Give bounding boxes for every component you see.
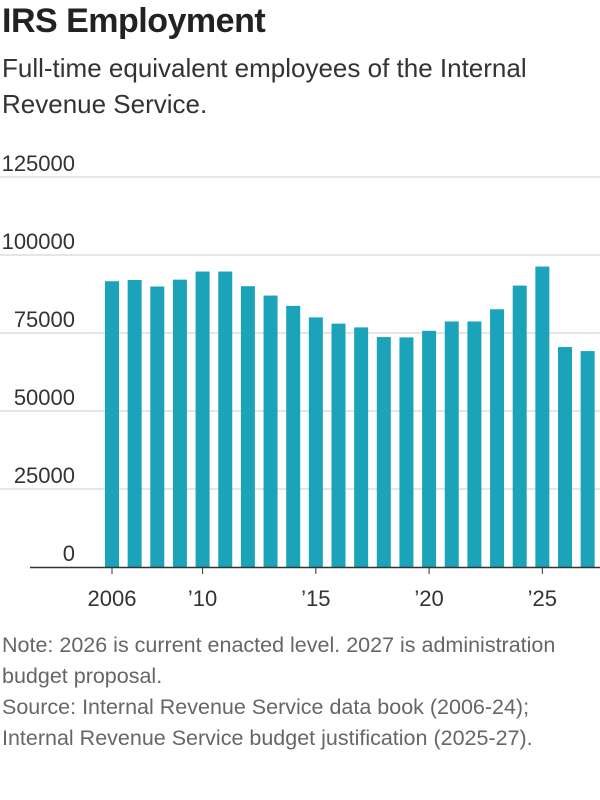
bar-2023: [490, 309, 505, 567]
bar-2008: [150, 286, 165, 567]
bar-2011: [218, 271, 233, 567]
bar-2024: [512, 285, 527, 567]
chart-title: IRS Employment: [2, 2, 266, 40]
y-tick-label: 125000: [2, 151, 75, 176]
bar-2016: [331, 323, 346, 567]
bar-2014: [286, 305, 301, 567]
bar-2007: [127, 279, 142, 567]
bar-2006: [105, 281, 119, 567]
bar-2015: [308, 317, 323, 567]
chart-note: Note: 2026 is current enacted level. 202…: [2, 633, 556, 688]
x-tick-label: ’15: [301, 586, 330, 611]
bar-2021: [444, 321, 459, 567]
bar-2012: [240, 286, 255, 567]
bar-2022: [467, 321, 482, 567]
x-tick-label: ’25: [528, 586, 557, 611]
y-tick-label: 25000: [14, 463, 75, 488]
bar-2025: [535, 266, 550, 567]
bar-2009: [172, 279, 187, 567]
notes-block: Note: 2026 is current enacted level. 202…: [2, 630, 598, 754]
bar-chart: 0 25000 50000 75000 100000 125000 2006 ’10 ’15 ’2…: [0, 151, 600, 611]
bar-2018: [376, 337, 391, 567]
bar-2017: [354, 327, 369, 567]
bar-2010: [195, 271, 210, 567]
bar-2020: [422, 330, 437, 567]
bar-2026: [558, 347, 572, 567]
chart-subtitle: Full-time equivalent employees of the In…: [2, 53, 527, 119]
y-tick-label: 75000: [14, 307, 75, 332]
chart-source: Source: Internal Revenue Service data bo…: [2, 695, 533, 750]
y-tick-label: 0: [63, 541, 75, 566]
bar-2027: [580, 351, 595, 567]
bar-2019: [399, 337, 414, 567]
y-tick-label: 100000: [2, 229, 75, 254]
x-tick-label: ’10: [188, 586, 217, 611]
bar-2013: [263, 295, 278, 567]
y-tick-label: 50000: [14, 385, 75, 410]
x-tick-label: 2006: [88, 586, 137, 611]
x-tick-label: ’20: [414, 586, 443, 611]
